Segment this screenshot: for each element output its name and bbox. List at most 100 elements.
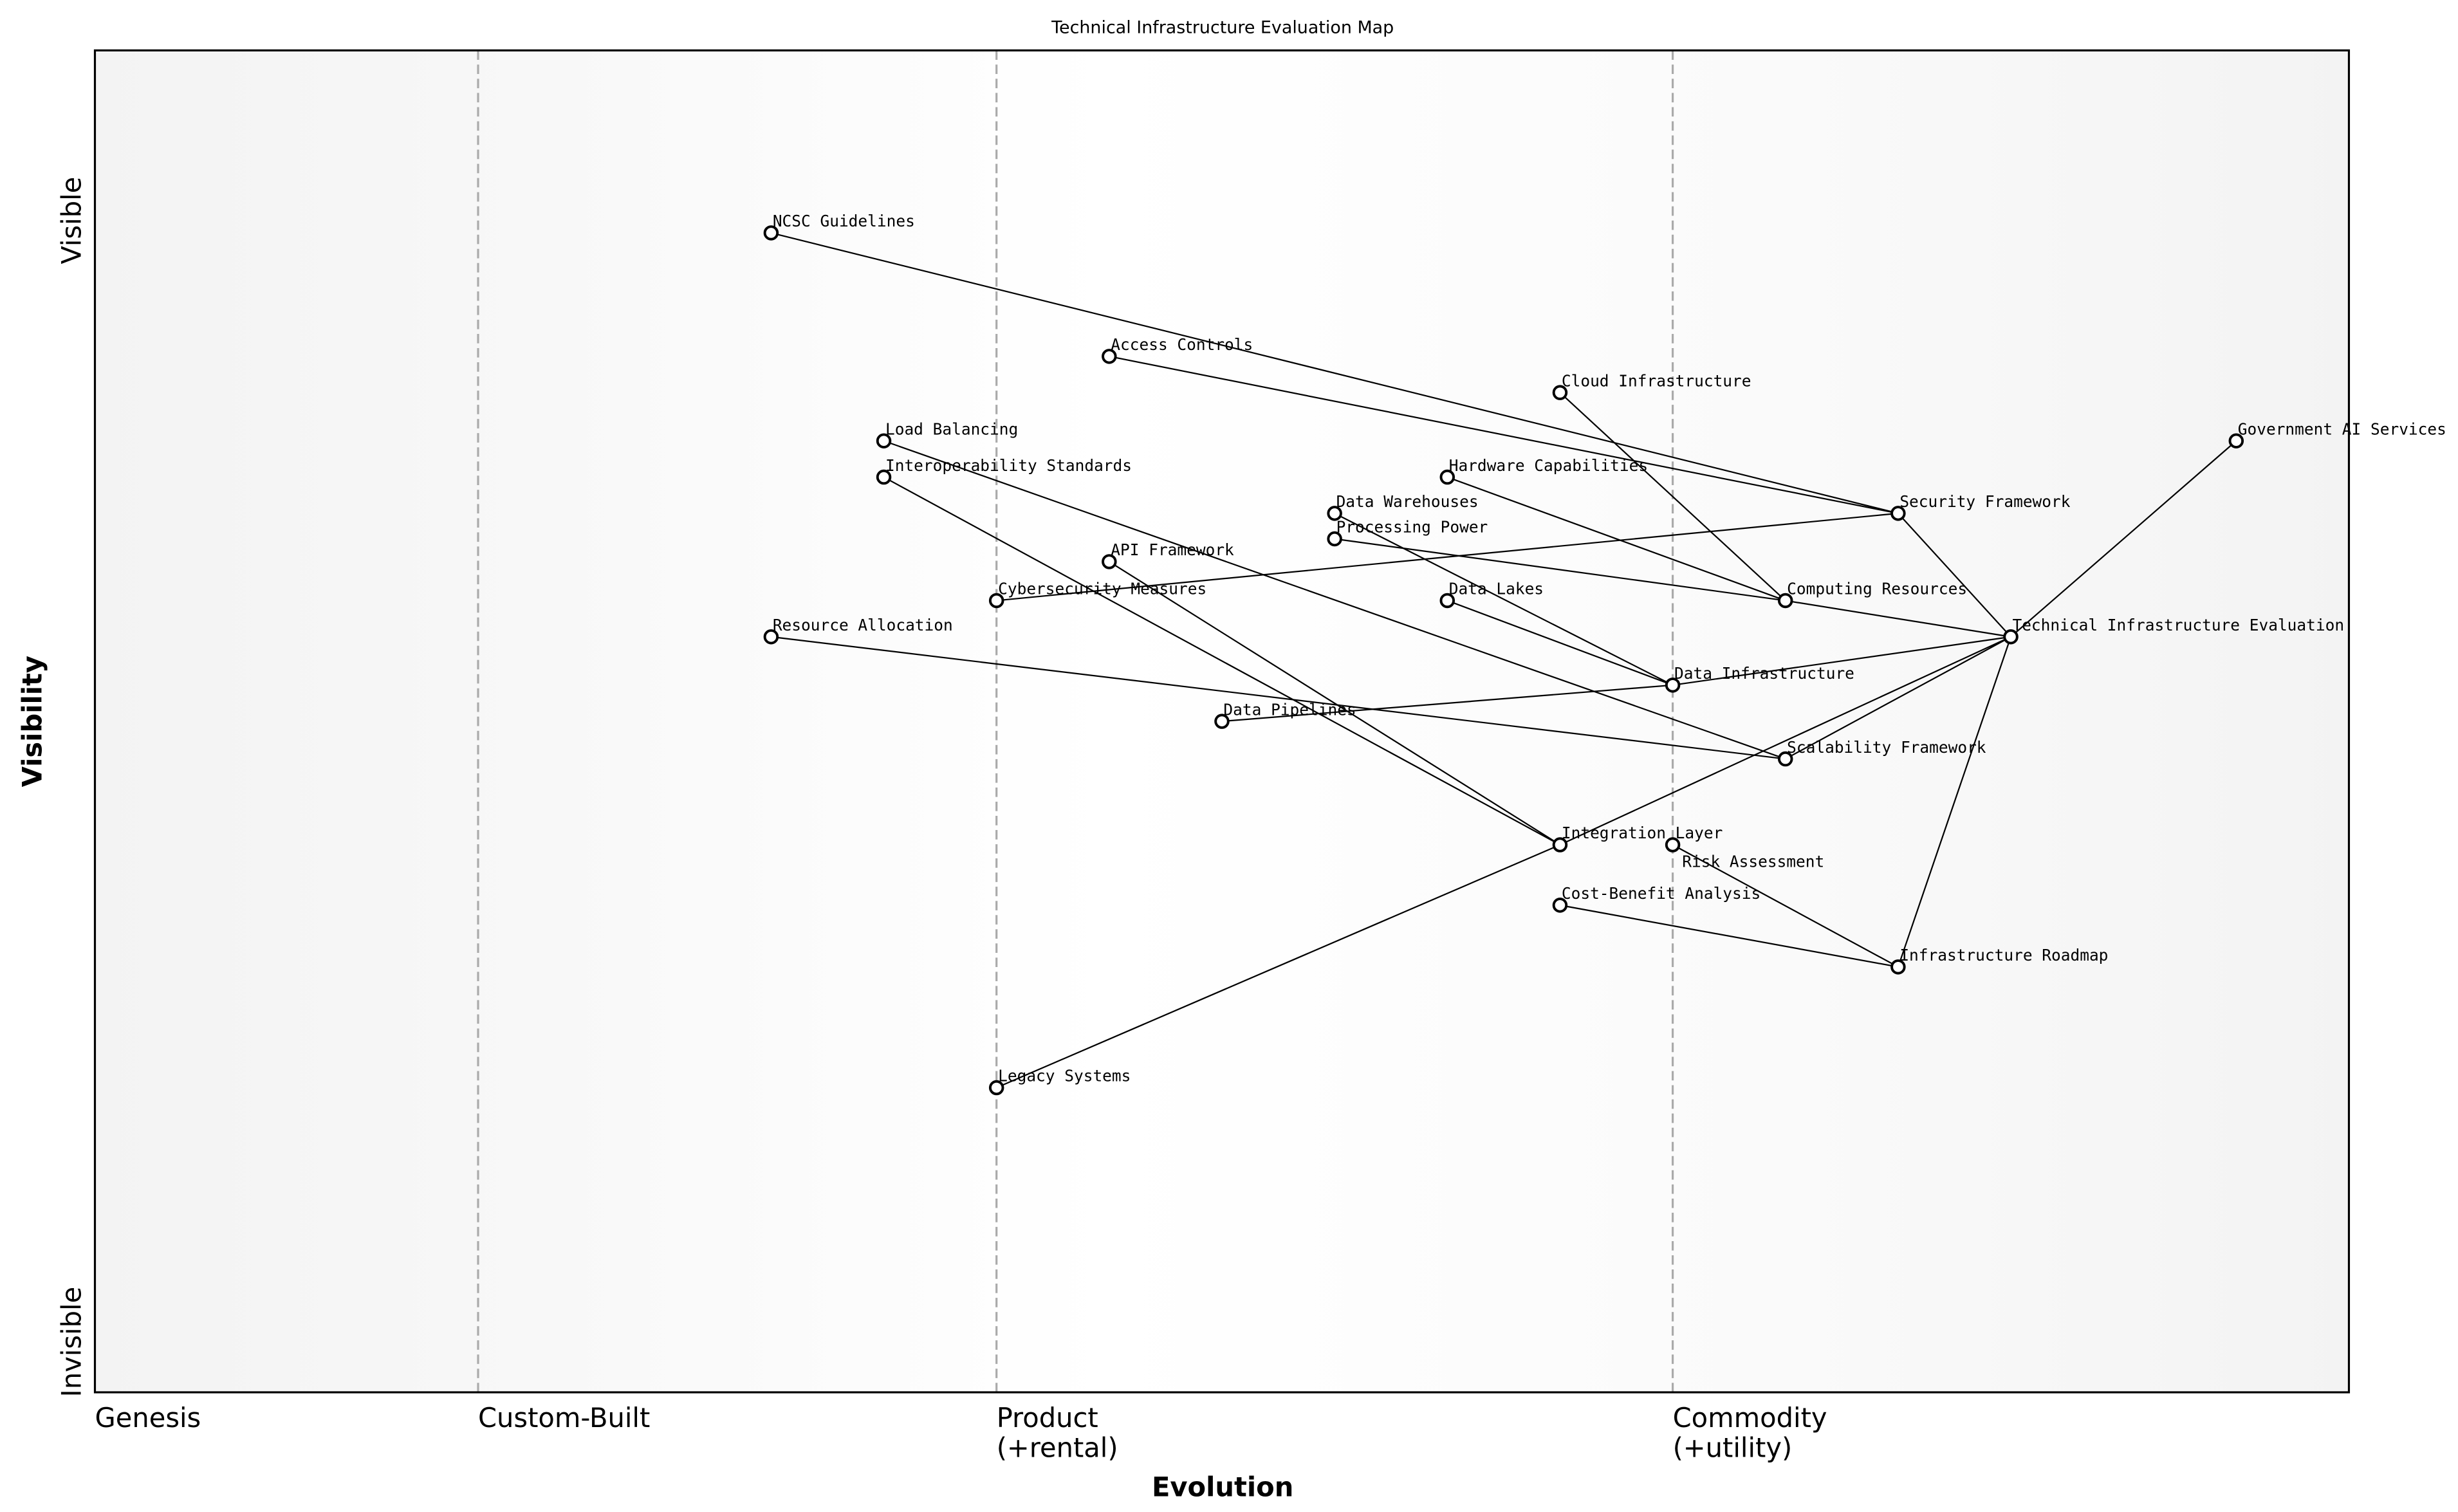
component-marker[interactable] xyxy=(763,629,779,645)
component-node[interactable]: Data Warehouses xyxy=(1327,492,1479,521)
component-label: Security Framework xyxy=(1899,492,2070,511)
component-marker[interactable] xyxy=(2228,433,2244,449)
component-node[interactable]: Integration Layer xyxy=(1552,824,1723,853)
component-label: Data Infrastructure xyxy=(1674,664,1854,683)
component-label: Integration Layer xyxy=(1562,824,1723,842)
component-node[interactable]: Cybersecurity Measures xyxy=(988,580,1206,609)
link-line xyxy=(996,844,1560,1089)
component-marker[interactable] xyxy=(1552,898,1568,913)
component-label: Load Balancing xyxy=(885,419,1018,438)
component-node[interactable]: NCSC Guidelines xyxy=(763,212,915,241)
component-marker[interactable] xyxy=(1665,837,1681,853)
component-node[interactable]: Risk Assessment xyxy=(1665,837,1824,871)
component-label: Data Pipelines xyxy=(1223,700,1356,719)
component-marker[interactable] xyxy=(876,469,892,485)
component-label: Technical Infrastructure Evaluation xyxy=(2012,616,2344,634)
link-line xyxy=(1559,636,2011,846)
link-line xyxy=(771,636,1786,760)
component-node[interactable]: Resource Allocation xyxy=(763,616,953,645)
component-marker[interactable] xyxy=(1777,593,1793,609)
component-label: Resource Allocation xyxy=(773,616,953,634)
component-label: Infrastructure Roadmap xyxy=(1899,946,2108,964)
component-label: Hardware Capabilities xyxy=(1449,456,1648,475)
component-label: Legacy Systems xyxy=(998,1067,1131,1085)
component-node[interactable]: Cost-Benefit Analysis xyxy=(1552,884,1761,913)
component-label: Cost-Benefit Analysis xyxy=(1562,884,1760,903)
link-line xyxy=(1446,600,1673,686)
link-line xyxy=(1672,844,1899,968)
link-line xyxy=(1559,392,1786,602)
component-node[interactable]: Scalability Framework xyxy=(1777,738,1986,767)
component-label: Computing Resources xyxy=(1787,580,1967,598)
component-marker[interactable] xyxy=(988,1080,1004,1096)
link-line xyxy=(1109,561,1561,845)
stage-dividers xyxy=(477,50,1674,1392)
stage-label: Commodity xyxy=(1673,1402,1827,1434)
component-node[interactable]: Infrastructure Roadmap xyxy=(1890,946,2108,975)
stage-label: Genesis xyxy=(95,1402,201,1434)
component-node[interactable]: Cloud Infrastructure xyxy=(1552,371,1751,400)
component-marker[interactable] xyxy=(1102,349,1117,364)
component-node[interactable]: Data Infrastructure xyxy=(1665,664,1854,693)
link-line xyxy=(883,440,1786,760)
component-node[interactable]: Processing Power xyxy=(1327,518,1488,547)
link-line xyxy=(1785,600,2011,638)
component-node[interactable]: Hardware Capabilities xyxy=(1439,456,1648,485)
component-marker[interactable] xyxy=(1890,506,1906,521)
component-marker[interactable] xyxy=(2003,629,2019,645)
component-label: Risk Assessment xyxy=(1682,852,1824,871)
component-label: Data Lakes xyxy=(1449,580,1544,598)
component-node[interactable]: Security Framework xyxy=(1890,492,2071,521)
link-line xyxy=(1897,636,2012,968)
component-node[interactable]: API Framework xyxy=(1102,540,1234,569)
component-marker[interactable] xyxy=(876,433,892,449)
component-node[interactable]: Government AI Services xyxy=(2228,419,2446,449)
component-marker[interactable] xyxy=(1777,751,1793,767)
link-line xyxy=(1334,512,1674,686)
link-line xyxy=(1785,636,2011,760)
component-marker[interactable] xyxy=(1552,385,1568,400)
component-marker[interactable] xyxy=(1552,837,1568,853)
component-node[interactable]: Legacy Systems xyxy=(988,1067,1131,1096)
link-line xyxy=(1334,538,1786,602)
component-marker[interactable] xyxy=(763,225,779,241)
component-marker[interactable] xyxy=(1439,469,1455,485)
component-label: Government AI Services xyxy=(2238,419,2446,438)
component-marker[interactable] xyxy=(1327,531,1342,547)
component-marker[interactable] xyxy=(1327,506,1342,521)
link-line xyxy=(1898,513,2011,638)
link-line xyxy=(1560,904,1899,968)
component-label: Data Warehouses xyxy=(1336,492,1479,511)
component-node[interactable]: Access Controls xyxy=(1102,335,1253,364)
map-title: Technical Infrastructure Evaluation Map xyxy=(1051,17,1394,37)
component-marker[interactable] xyxy=(1439,593,1455,609)
link-line xyxy=(1672,636,2011,686)
component-marker[interactable] xyxy=(1214,714,1230,729)
component-label: Processing Power xyxy=(1336,518,1488,537)
link-line xyxy=(883,476,1560,845)
component-label: Scalability Framework xyxy=(1787,738,1986,757)
component-node[interactable]: Data Lakes xyxy=(1439,580,1544,609)
evolution-stage-labels: Genesis Custom-Built Product(+rental) Commo… xyxy=(95,1402,1827,1464)
component-marker[interactable] xyxy=(1102,554,1117,569)
y-axis-title: Visibility xyxy=(16,656,48,787)
component-label: Interoperability Standards xyxy=(885,456,1132,475)
component-node[interactable]: Computing Resources xyxy=(1777,580,1967,609)
y-axis-top-label: Visible xyxy=(55,177,87,264)
component-marker[interactable] xyxy=(988,593,1004,609)
component-node[interactable]: Data Pipelines xyxy=(1214,700,1356,729)
stage-sublabel: (+rental) xyxy=(997,1432,1118,1463)
stage-sublabel: (+utility) xyxy=(1673,1432,1793,1463)
link-line xyxy=(771,232,1899,514)
component-links xyxy=(771,232,2237,1089)
x-axis-title: Evolution xyxy=(1152,1471,1293,1503)
plot-frame xyxy=(93,49,2351,1394)
component-marker[interactable] xyxy=(1890,959,1906,975)
y-axis-bottom-label: Invisible xyxy=(55,1287,87,1397)
link-line xyxy=(2010,440,2237,638)
component-marker[interactable] xyxy=(1665,678,1681,693)
component-node[interactable]: Technical Infrastructure Evaluation xyxy=(2003,616,2344,645)
component-node[interactable]: Interoperability Standards xyxy=(876,456,1132,485)
component-node[interactable]: Load Balancing xyxy=(876,419,1018,449)
